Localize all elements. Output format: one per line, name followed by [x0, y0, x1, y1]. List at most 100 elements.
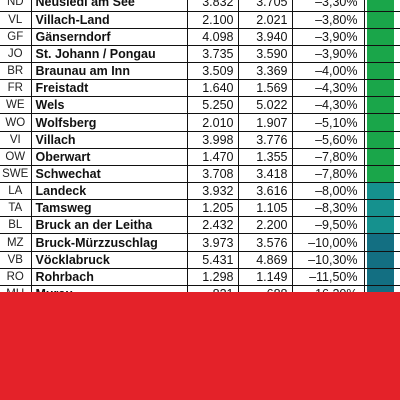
district-name: Bruck an der Leitha — [31, 216, 188, 235]
value-current: 1.907 — [238, 113, 293, 132]
color-indicator-bar — [366, 80, 394, 96]
district-name: St. Johann / Pongau — [31, 45, 188, 64]
color-indicator-cell — [364, 251, 400, 269]
district-code: SWE — [0, 165, 32, 184]
table-row: WE Wels 5.250 5.022 –4,30% — [0, 96, 400, 115]
value-current: 2.200 — [238, 216, 293, 235]
value-current: 1.355 — [238, 148, 293, 166]
color-indicator-cell — [364, 45, 400, 64]
district-name: Oberwart — [31, 148, 188, 166]
table-row: GF Gänserndorf 4.098 3.940 –3,90% — [0, 28, 400, 46]
color-indicator-bar — [366, 131, 394, 148]
value-previous: 3.932 — [187, 182, 239, 201]
percent-change: –11,50% — [292, 268, 365, 286]
district-code: GF — [0, 28, 32, 46]
table-row: ND Neusiedl am See 3.832 3.705 –3,30% — [0, 0, 400, 12]
color-indicator-cell — [364, 28, 400, 46]
district-code: ND — [0, 0, 32, 12]
color-indicator-bar — [366, 0, 394, 11]
table-row: BR Braunau am Inn 3.509 3.369 –4,00% — [0, 62, 400, 81]
district-code: WO — [0, 113, 32, 132]
table-row: SWE Schwechat 3.708 3.418 –7,80% — [0, 165, 400, 184]
color-indicator-bar — [366, 28, 394, 45]
district-name: Schwechat — [31, 165, 188, 184]
district-code: BL — [0, 216, 32, 235]
value-current: 4.869 — [238, 251, 293, 269]
value-current: 3.418 — [238, 165, 293, 184]
district-code: JO — [0, 45, 32, 64]
district-name: Tamsweg — [31, 199, 188, 218]
color-indicator-bar — [366, 97, 394, 113]
value-previous: 2.010 — [187, 113, 239, 132]
percent-change: –10,00% — [292, 233, 365, 252]
percent-change: –9,50% — [292, 216, 365, 235]
value-current: 3.616 — [238, 182, 293, 201]
color-indicator-bar — [366, 251, 394, 268]
value-previous: 1.205 — [187, 199, 239, 218]
color-indicator-bar — [366, 200, 394, 216]
district-table: ND Neusiedl am See 3.832 3.705 –3,30% VL Villa… — [0, 0, 400, 321]
percent-change: –7,80% — [292, 165, 365, 184]
district-name: Villach — [31, 131, 188, 149]
district-name: Vöcklabruck — [31, 251, 188, 269]
color-indicator-cell — [364, 62, 400, 81]
district-name: Wolfsberg — [31, 113, 188, 132]
value-previous: 3.973 — [187, 233, 239, 252]
value-current: 5.022 — [238, 96, 293, 115]
color-indicator-bar — [366, 183, 394, 199]
color-indicator-cell — [364, 113, 400, 132]
district-code: VI — [0, 131, 32, 149]
color-indicator-bar — [366, 268, 394, 285]
table-row: FR Freistadt 1.640 1.569 –4,30% — [0, 79, 400, 98]
color-indicator-bar — [366, 63, 394, 79]
table-row: TA Tamsweg 1.205 1.105 –8,30% — [0, 199, 400, 218]
value-previous: 1.298 — [187, 268, 239, 286]
color-indicator-cell — [364, 268, 400, 286]
percent-change: –4,00% — [292, 62, 365, 81]
value-current: 3.590 — [238, 45, 293, 64]
color-indicator-cell — [364, 0, 400, 12]
value-current: 3.705 — [238, 0, 293, 12]
value-current: 1.105 — [238, 199, 293, 218]
district-code: VB — [0, 251, 32, 269]
table-body: ND Neusiedl am See 3.832 3.705 –3,30% VL Villa… — [0, 0, 400, 321]
color-indicator-cell — [364, 79, 400, 98]
color-indicator-cell — [364, 11, 400, 29]
district-code: MZ — [0, 233, 32, 252]
color-indicator-cell — [364, 96, 400, 115]
table-row: JO St. Johann / Pongau 3.735 3.590 –3,90% — [0, 45, 400, 64]
percent-change: –5,60% — [292, 131, 365, 149]
percent-change: –7,80% — [292, 148, 365, 166]
percent-change: –3,90% — [292, 28, 365, 46]
value-previous: 2.432 — [187, 216, 239, 235]
district-code: VL — [0, 11, 32, 29]
district-name: Braunau am Inn — [31, 62, 188, 81]
percent-change: –5,10% — [292, 113, 365, 132]
district-code: FR — [0, 79, 32, 98]
value-previous: 3.832 — [187, 0, 239, 12]
district-code: OW — [0, 148, 32, 166]
value-current: 3.776 — [238, 131, 293, 149]
district-name: Landeck — [31, 182, 188, 201]
district-code: WE — [0, 96, 32, 115]
color-indicator-cell — [364, 131, 400, 149]
color-indicator-bar — [366, 148, 394, 165]
value-current: 2.021 — [238, 11, 293, 29]
value-previous: 3.998 — [187, 131, 239, 149]
color-indicator-cell — [364, 182, 400, 201]
district-name: Villach-Land — [31, 11, 188, 29]
color-indicator-cell — [364, 165, 400, 184]
value-previous: 5.250 — [187, 96, 239, 115]
district-code: TA — [0, 199, 32, 218]
color-indicator-cell — [364, 216, 400, 235]
value-previous: 3.708 — [187, 165, 239, 184]
color-indicator-bar — [366, 165, 394, 182]
percent-change: –4,30% — [292, 79, 365, 98]
district-name: Rohrbach — [31, 268, 188, 286]
value-current: 3.369 — [238, 62, 293, 81]
color-indicator-cell — [364, 233, 400, 252]
color-indicator-cell — [364, 199, 400, 218]
percent-change: –3,30% — [292, 0, 365, 12]
district-code: LA — [0, 182, 32, 201]
